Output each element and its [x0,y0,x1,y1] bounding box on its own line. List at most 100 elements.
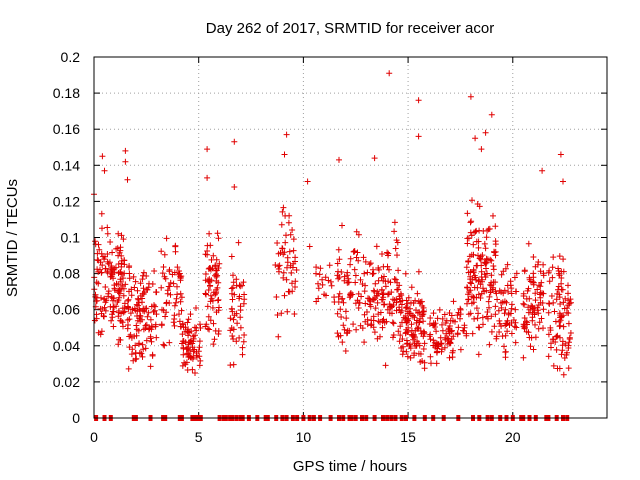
data-point [449,349,456,356]
data-point [484,309,491,315]
data-point [404,353,411,360]
y-tick-label: 0.02 [53,374,80,390]
data-point [413,319,420,326]
data-point [134,308,141,315]
data-point [385,290,392,297]
data-point [119,319,126,326]
data-point [394,252,400,259]
data-point [171,312,178,319]
data-point [215,235,222,242]
data-point [336,256,343,263]
data-point [344,272,351,279]
data-point [104,224,111,231]
data-point [357,276,364,283]
data-point [205,313,212,320]
data-point [159,306,165,313]
data-point [412,297,419,304]
data-point [186,329,193,336]
data-point [402,270,409,277]
data-point [231,184,238,190]
data-point [454,331,461,338]
data-point [162,313,169,320]
data-point [133,322,140,329]
data-point [498,289,505,296]
data-point [382,362,389,369]
data-point [124,176,131,183]
data-point [399,351,406,358]
data-point [421,329,428,336]
data-point [229,284,236,291]
data-point [290,247,297,254]
data-point [414,290,421,297]
data-point [377,309,384,316]
data-point [520,290,527,297]
data-point [496,317,503,324]
data-point [240,279,247,286]
data-point [408,321,415,328]
data-point [467,93,474,100]
data-point [420,304,427,311]
data-point [390,320,397,327]
data-point [277,249,284,256]
data-point [364,269,371,276]
data-point [93,294,100,301]
data-point [427,315,434,321]
data-point [98,250,105,257]
data-point [144,286,151,293]
data-point [467,279,474,286]
data-point [521,268,528,275]
data-point [529,303,536,310]
data-point [478,146,485,153]
data-point [205,287,212,293]
data-point [464,300,470,307]
data-point [464,210,471,217]
data-point [404,340,411,347]
data-point [337,332,344,339]
data-point [206,326,213,333]
data-point [470,241,477,248]
data-point [172,299,179,306]
data-point [521,324,528,331]
data-point [507,278,514,285]
data-point [397,332,404,339]
data-point [554,365,561,372]
data-point [361,270,368,277]
data-point [464,284,471,291]
data-point [416,318,423,325]
data-point [276,262,283,269]
data-point [504,261,511,268]
data-point [467,229,474,236]
data-point [407,354,414,361]
data-point [140,285,147,292]
data-point [237,307,244,314]
data-point [285,219,292,226]
data-point [493,290,500,297]
data-point [523,318,530,325]
data-point [188,337,194,344]
data-point [193,324,200,331]
data-point [135,302,141,309]
data-point [126,288,132,295]
data-point [208,256,215,263]
data-point [143,273,150,279]
data-point [153,289,159,296]
data-point [107,239,114,245]
data-point [133,301,140,308]
data-point [239,282,245,289]
data-point [177,290,184,297]
data-point [448,312,455,319]
data-point [209,304,216,311]
data-point [153,334,160,341]
data-point [230,336,237,342]
data-point [373,243,380,250]
data-point [147,333,154,340]
data-point [181,359,188,366]
data-point [202,271,209,277]
data-point [113,245,120,252]
data-point [354,249,361,256]
data-point [450,333,457,340]
data-point [537,299,544,306]
data-point [566,339,572,346]
data-point [167,291,174,298]
data-point [213,256,220,263]
